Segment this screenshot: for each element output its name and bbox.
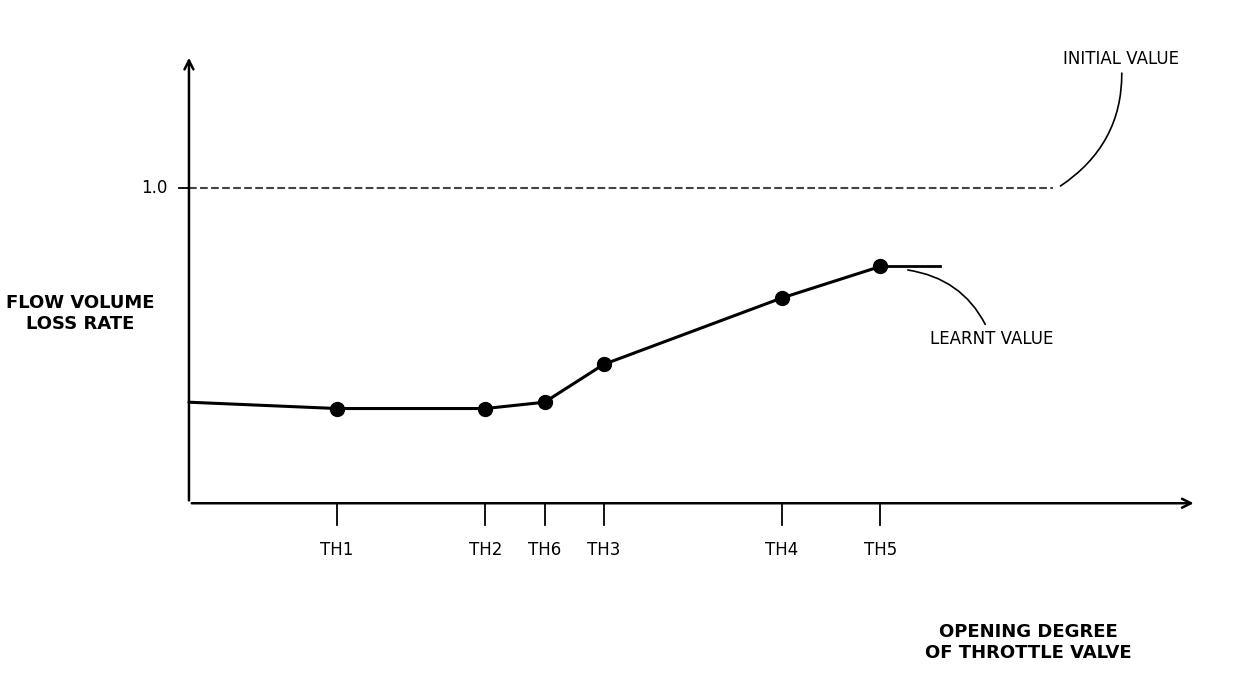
Point <box>594 359 614 370</box>
Point <box>771 292 791 303</box>
Point <box>534 397 554 408</box>
Text: LEARNT VALUE: LEARNT VALUE <box>908 270 1053 348</box>
Text: 1.0: 1.0 <box>141 178 167 197</box>
Text: TH6: TH6 <box>528 541 562 559</box>
Text: FLOW VOLUME
LOSS RATE: FLOW VOLUME LOSS RATE <box>6 294 155 333</box>
Text: TH3: TH3 <box>587 541 620 559</box>
Text: TH2: TH2 <box>469 541 502 559</box>
Text: TH1: TH1 <box>320 541 353 559</box>
Point <box>327 403 347 414</box>
Point <box>870 261 890 272</box>
Text: OPENING DEGREE
OF THROTTLE VALVE: OPENING DEGREE OF THROTTLE VALVE <box>925 623 1132 662</box>
Text: INITIAL VALUE: INITIAL VALUE <box>1060 50 1179 186</box>
Text: TH4: TH4 <box>765 541 799 559</box>
Text: TH5: TH5 <box>864 541 897 559</box>
Point <box>475 403 495 414</box>
